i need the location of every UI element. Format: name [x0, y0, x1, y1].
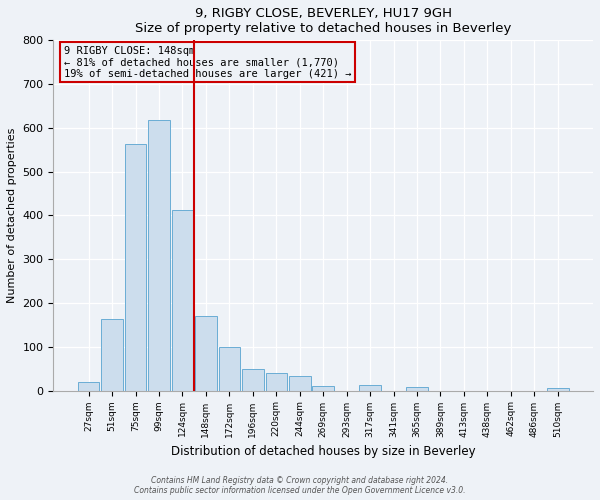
Bar: [313, 386, 334, 390]
Bar: [242, 368, 263, 390]
Bar: [195, 316, 217, 390]
Bar: [172, 210, 193, 390]
Bar: [289, 376, 311, 390]
Bar: [406, 387, 428, 390]
Bar: [78, 382, 100, 390]
Bar: [125, 144, 146, 390]
X-axis label: Distribution of detached houses by size in Beverley: Distribution of detached houses by size …: [171, 445, 476, 458]
Bar: [547, 388, 569, 390]
Bar: [266, 373, 287, 390]
Y-axis label: Number of detached properties: Number of detached properties: [7, 128, 17, 303]
Bar: [218, 347, 240, 391]
Title: 9, RIGBY CLOSE, BEVERLEY, HU17 9GH
Size of property relative to detached houses : 9, RIGBY CLOSE, BEVERLEY, HU17 9GH Size …: [135, 7, 511, 35]
Text: Contains HM Land Registry data © Crown copyright and database right 2024.
Contai: Contains HM Land Registry data © Crown c…: [134, 476, 466, 495]
Bar: [359, 386, 381, 390]
Text: 9 RIGBY CLOSE: 148sqm
← 81% of detached houses are smaller (1,770)
19% of semi-d: 9 RIGBY CLOSE: 148sqm ← 81% of detached …: [64, 46, 352, 78]
Bar: [101, 319, 123, 390]
Bar: [148, 120, 170, 390]
